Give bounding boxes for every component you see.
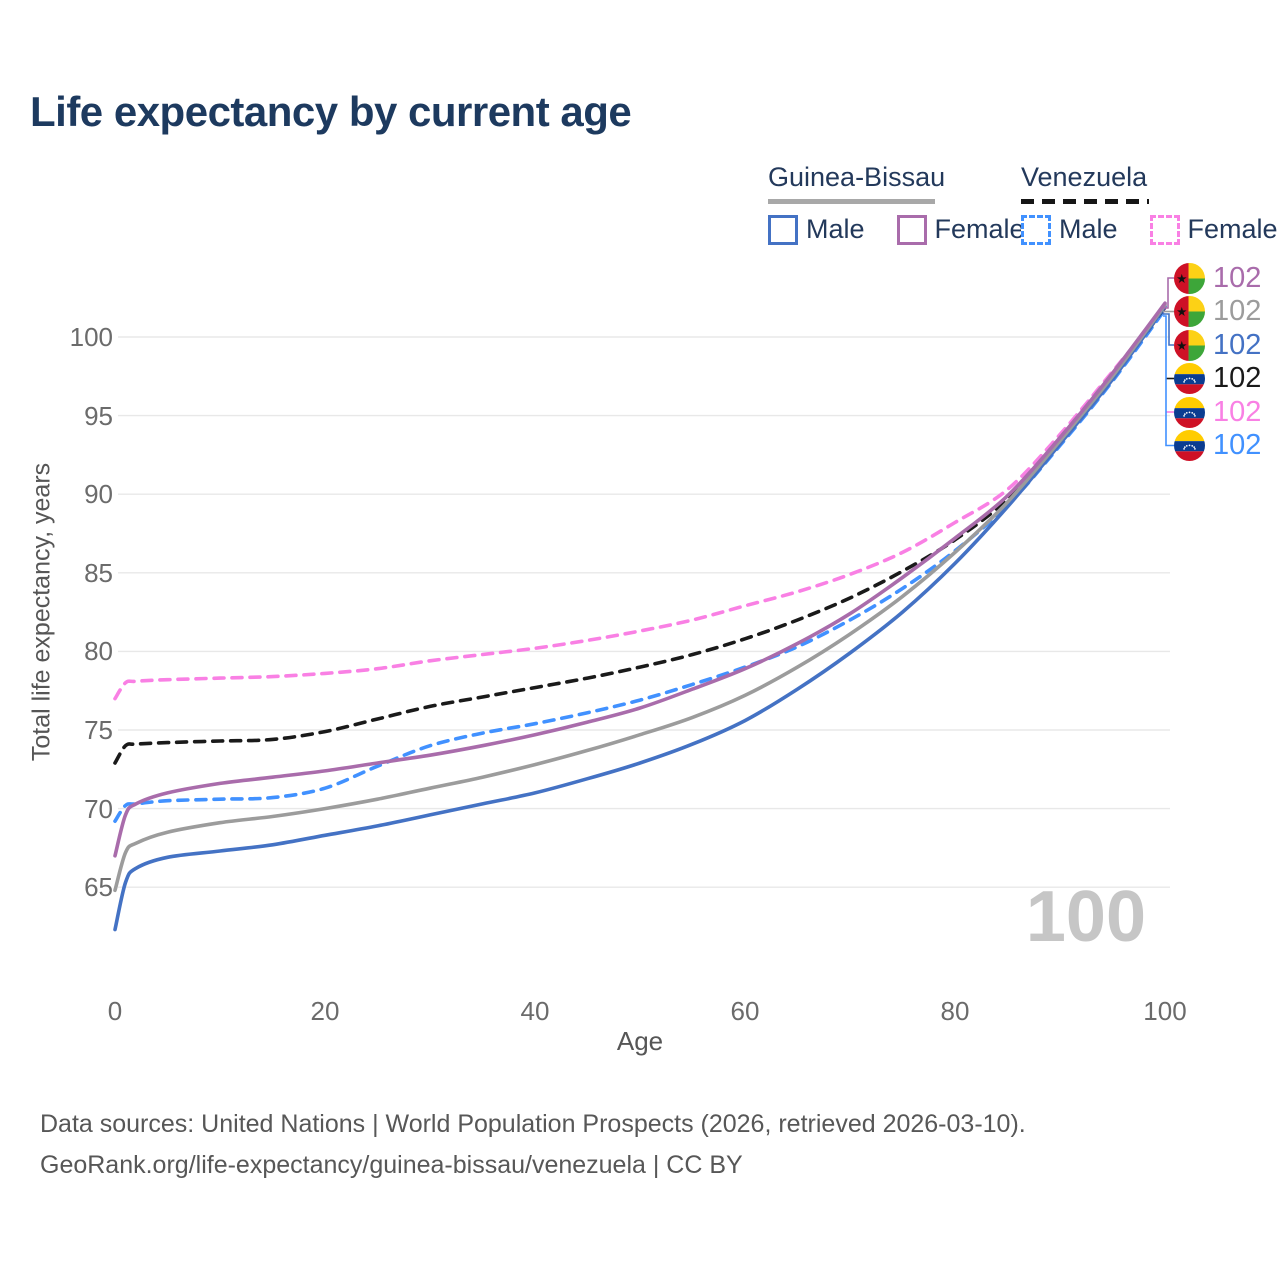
legend-label-ve-male[interactable]: Male [1059,214,1118,244]
x-tick-40: 40 [520,996,550,1026]
legend-group-title-venezuela[interactable]: Venezuela [1021,162,1148,192]
guinea-bissau-flag-icon: ★ [1174,296,1205,327]
series-line-guinea-bissau-male[interactable] [113,304,1167,932]
end-label-value: 102 [1213,261,1262,294]
x-tick-80: 80 [940,996,970,1026]
end-label-row-guinea-bissau-0[interactable]: ★ 102 [1174,262,1261,295]
footer-data-sources: Data sources: United Nations | World Pop… [40,1110,1026,1138]
legend-label-gb-female[interactable]: Female [934,214,1025,244]
legend-swatch-ve-male[interactable] [1021,214,1051,245]
footer: Data sources: United Nations | World Pop… [40,1104,1026,1186]
end-label-connector-0 [1163,277,1174,309]
end-label-row-venezuela-4[interactable]: 102 [1174,396,1261,429]
end-label-value: 102 [1213,429,1262,461]
venezuela-flag-icon [1174,363,1205,394]
svg-text:★: ★ [1176,304,1187,319]
svg-text:★: ★ [1176,271,1187,286]
legend-group-title-guinea-bissau[interactable]: Guinea-Bissau [768,162,946,192]
venezuela-flag-icon [1174,396,1205,428]
legend-swatch-ve-female[interactable] [1149,214,1180,245]
end-label-row-venezuela-3[interactable]: 102 [1174,362,1261,395]
end-label-row-venezuela-5[interactable]: 102 [1174,429,1261,462]
end-label-connector-5 [1163,315,1174,447]
x-tick-20: 20 [310,996,340,1026]
legend-label-gb-male[interactable]: Male [806,214,865,244]
y-tick-65: 65 [84,872,113,903]
end-label-value: 102 [1213,328,1262,361]
end-label-value: 102 [1213,395,1262,428]
series-line-venezuela-female[interactable] [113,306,1167,701]
end-label-row-guinea-bissau-1[interactable]: ★ 102 [1174,295,1261,328]
series-line-venezuela-male[interactable] [113,307,1167,823]
page-title: Life expectancy by current age [30,88,632,135]
guinea-bissau-flag-icon: ★ [1174,262,1205,294]
x-tick-0: 0 [107,996,123,1026]
legend-group-guinea-bissau: Guinea-Bissau Male Female [768,162,1025,245]
legend-line-sample-solid [768,199,935,204]
legend-swatch-gb-male[interactable] [768,214,798,245]
venezuela-flag-icon [1174,430,1205,461]
end-label-connector-2 [1163,313,1174,346]
y-tick-95: 95 [84,400,113,431]
legend-group-venezuela: Venezuela Male Female [1021,162,1278,245]
current-age-watermark: 100 [1025,877,1146,957]
series-line-guinea-bissau-female[interactable] [113,301,1167,858]
y-tick-75: 75 [84,715,113,745]
end-label-value: 102 [1213,362,1262,394]
svg-text:★: ★ [1176,338,1187,353]
y-tick-100: 100 [69,322,113,352]
guinea-bissau-flag-icon: ★ [1174,329,1205,361]
y-tick-70: 70 [84,793,113,824]
legend-line-sample-dashed [1021,199,1149,204]
footer-attribution-link[interactable]: GeoRank.org/life-expectancy/guinea-bissa… [40,1151,743,1179]
legend-swatch-gb-female[interactable] [896,214,927,245]
legend-label-ve-female[interactable]: Female [1187,214,1278,244]
y-tick-85: 85 [84,557,113,588]
x-tick-100: 100 [1143,996,1187,1026]
series-line-venezuela-both-sexes[interactable] [113,305,1167,765]
y-tick-80: 80 [84,636,113,667]
x-axis-title: Age [616,1026,664,1056]
end-label-row-guinea-bissau-2[interactable]: ★ 102 [1174,329,1261,362]
end-label-value: 102 [1213,295,1262,327]
y-tick-90: 90 [84,479,113,510]
series-line-guinea-bissau-both-sexes[interactable] [113,303,1167,893]
x-tick-60: 60 [730,996,760,1026]
